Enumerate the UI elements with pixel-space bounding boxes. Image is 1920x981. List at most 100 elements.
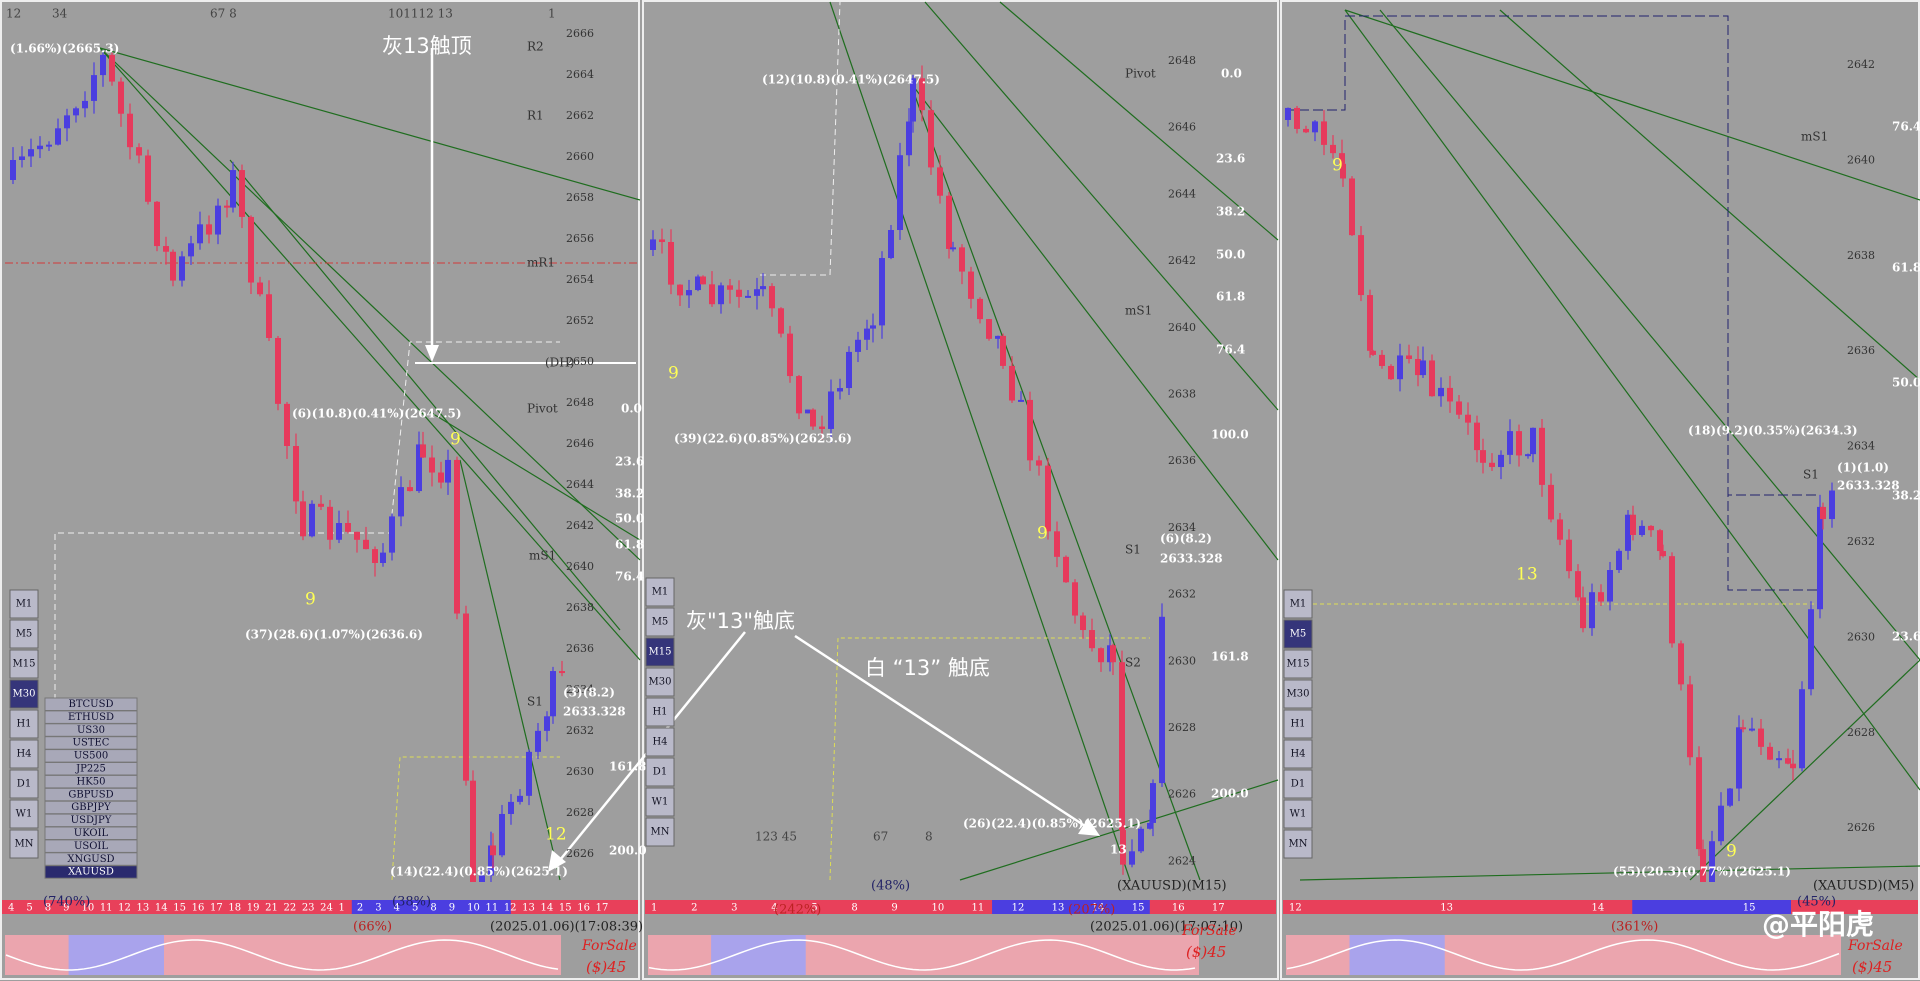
timeframe-label[interactable]: M15 [13,659,36,670]
chart-label: 23.6 [1892,630,1920,644]
timeframe-label[interactable]: H4 [1290,749,1305,760]
chart-label: 76.4 [1892,120,1920,134]
timeframe-label[interactable]: MN [651,827,670,838]
timeframe-button[interactable] [9,829,39,859]
timeframe-button[interactable] [645,697,675,727]
chart-label: 2633.328 [1837,479,1900,493]
price-axis-label: 2642 [566,519,594,532]
symbol-label[interactable]: XAUUSD [68,867,114,878]
timeframe-label[interactable]: M30 [13,689,36,700]
timeframe-button[interactable] [645,577,675,607]
timeframe-button[interactable] [9,679,39,709]
timeframe-button[interactable] [1283,709,1313,739]
timeframe-label[interactable]: W1 [652,797,669,808]
symbol-label[interactable]: ETHUSD [68,712,114,723]
timeframe-label[interactable]: M1 [652,587,669,598]
chart-label: 9 [450,430,461,450]
timeframe-label[interactable]: M5 [652,617,669,628]
symbol-button[interactable] [44,865,138,879]
timeframe-label[interactable]: MN [15,839,34,850]
candle-body [1687,684,1693,758]
candle-body [1379,354,1385,366]
timeframe-button[interactable] [645,787,675,817]
timeframe-button[interactable] [645,757,675,787]
timeframe-label[interactable]: W1 [16,809,33,820]
hour-label: 13 [1440,903,1453,914]
timeframe-label[interactable]: H1 [16,719,31,730]
symbol-label[interactable]: US500 [74,751,108,762]
hour-label: 17 [1212,903,1225,914]
timeframe-label[interactable]: M30 [1287,689,1310,700]
symbol-label[interactable]: US30 [77,725,105,736]
candle-body [544,716,550,731]
timeframe-button[interactable] [9,739,39,769]
timeframe-label[interactable]: H4 [16,749,31,760]
timeframe-button[interactable] [9,619,39,649]
timeframe-button[interactable] [1283,829,1313,859]
hour-label: 8 [851,903,857,914]
timeframe-button[interactable] [1283,589,1313,619]
candle-body [977,298,983,320]
candle-body [709,284,715,305]
hour-label: 22 [283,903,296,914]
arrow-head [425,345,439,362]
candle-body [650,239,656,250]
timeframe-label[interactable]: D1 [17,779,31,790]
symbol-label[interactable]: GBPUSD [68,789,113,800]
chart-label: 9 [1037,524,1048,544]
timeframe-button[interactable] [1283,739,1313,769]
candle-body [677,284,683,296]
timeframe-button[interactable] [645,817,675,847]
timeframe-button[interactable] [1283,619,1313,649]
timeframe-label[interactable]: W1 [1290,809,1307,820]
candle-body [864,328,870,340]
timeframe-label[interactable]: M30 [649,677,672,688]
timeframe-label[interactable]: H4 [652,737,667,748]
timeframe-button[interactable] [645,607,675,637]
timeframe-button[interactable] [1283,679,1313,709]
timeframe-button[interactable] [9,769,39,799]
chart-label: 200.0 [609,844,647,858]
symbol-label[interactable]: UKOIL [74,828,109,839]
candle-body [1009,365,1015,401]
timeframe-button[interactable] [9,709,39,739]
symbol-label[interactable]: USOIL [74,841,108,852]
timeframe-label[interactable]: M5 [1290,629,1307,640]
timeframe-label[interactable]: D1 [653,767,667,778]
symbol-label[interactable]: HK50 [77,776,106,787]
chart-label: (18)(9.2)(0.35%)(2634.3) [1688,424,1858,438]
timeframe-button[interactable] [1283,799,1313,829]
timeframe-label[interactable]: H1 [1290,719,1305,730]
chart-label: (6)(8.2) [1160,532,1212,546]
timeframe-label[interactable]: MN [1289,839,1308,850]
candle-body [828,391,834,429]
symbol-label[interactable]: USDJPY [71,815,112,826]
timeframe-label[interactable]: M1 [16,599,33,610]
timeframe-button[interactable] [645,727,675,757]
hour-label: 1 [339,903,345,914]
symbol-label[interactable]: XNGUSD [67,854,114,865]
timeframe-button[interactable] [9,799,39,829]
timeframe-label[interactable]: M5 [16,629,33,640]
timeframe-button[interactable] [9,589,39,619]
timeframe-label[interactable]: M15 [1287,659,1310,670]
candle-body [179,256,185,281]
timeframe-label[interactable]: H1 [652,707,667,718]
timeframe-button[interactable] [1283,649,1313,679]
timeframe-button[interactable] [645,637,675,667]
timeframe-label[interactable]: D1 [1291,779,1305,790]
candle-body [1018,399,1024,402]
timeframe-button[interactable] [1283,769,1313,799]
arrow-head [548,850,566,872]
timeframe-button[interactable] [645,667,675,697]
symbol-label[interactable]: USTEC [73,738,110,749]
symbol-label[interactable]: JP225 [75,764,106,775]
chart-label: Pivot [1125,67,1156,81]
timeframe-label[interactable]: M15 [649,647,672,658]
candle-body [224,205,230,208]
candle-body [1727,788,1733,806]
symbol-label[interactable]: BTCUSD [69,699,114,710]
symbol-label[interactable]: GBPJPY [71,802,111,813]
timeframe-button[interactable] [9,649,39,679]
timeframe-label[interactable]: M1 [1290,599,1307,610]
